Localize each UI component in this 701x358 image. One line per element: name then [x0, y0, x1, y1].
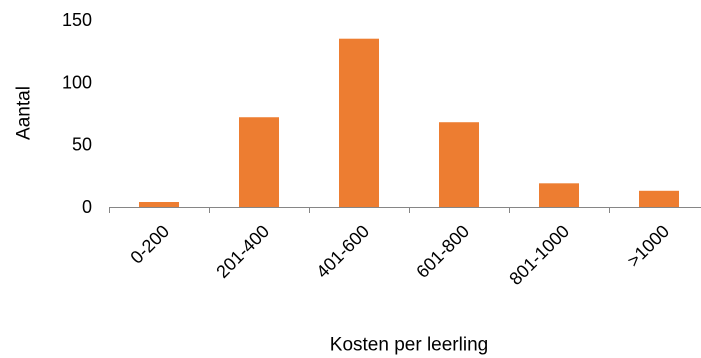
- bar: [139, 202, 179, 207]
- x-tick-label: 801-1000: [505, 221, 573, 289]
- x-tick-label: >1000: [623, 221, 673, 271]
- x-tick-label: 601-800: [412, 221, 473, 282]
- bar: [439, 122, 479, 207]
- x-axis-title: Kosten per leerling: [330, 335, 488, 356]
- y-tick-label: 0: [82, 197, 92, 217]
- y-axis-ticks: 0 50 100 150: [62, 10, 92, 217]
- y-tick-label: 100: [62, 72, 92, 92]
- x-tick-label: 201-400: [212, 221, 273, 282]
- x-tick-label: 401-600: [312, 221, 373, 282]
- x-tick-label: 0-200: [126, 221, 173, 268]
- bar: [339, 38, 379, 208]
- y-axis-title: Aantal: [14, 86, 35, 140]
- y-tick-label: 50: [72, 135, 92, 155]
- y-tick-label: 150: [62, 10, 92, 30]
- bar: [239, 117, 279, 207]
- bar: [639, 190, 679, 207]
- bars: [139, 38, 679, 208]
- x-axis-ticks: 0-200 201-400 401-600 601-800 801-1000 >1000: [109, 207, 673, 289]
- bar: [539, 183, 579, 207]
